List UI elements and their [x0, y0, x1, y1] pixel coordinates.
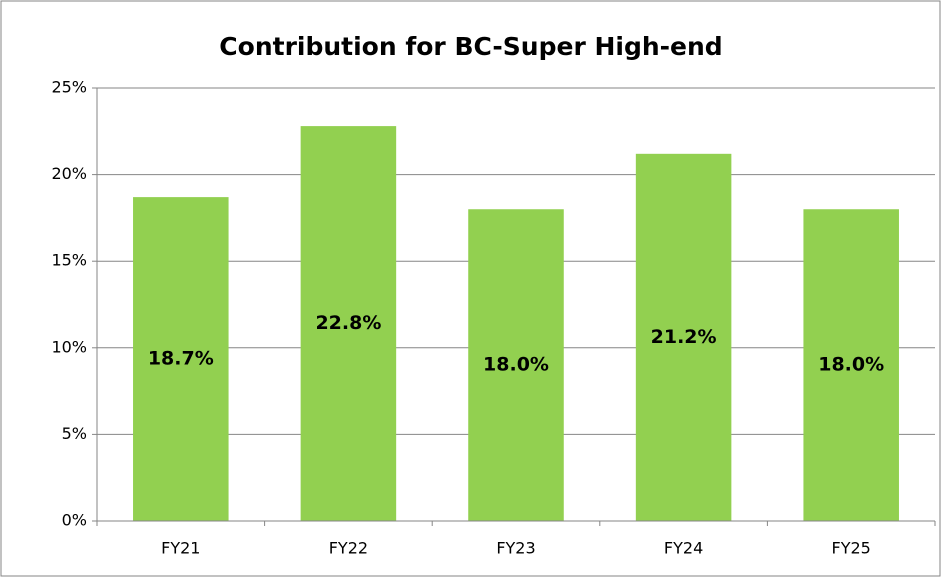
y-tick-label: 10%	[51, 337, 87, 356]
x-tick-label: FY22	[329, 539, 368, 558]
data-label: 18.0%	[818, 354, 884, 376]
bar	[803, 209, 899, 522]
data-label: 18.0%	[483, 354, 549, 376]
chart-title: Contribution for BC-Super High-end	[219, 32, 722, 61]
data-label: 22.8%	[315, 312, 381, 334]
y-tick-label: 0%	[62, 511, 87, 530]
x-tick-label: FY24	[664, 539, 703, 558]
data-label: 21.2%	[651, 326, 717, 348]
bar	[468, 209, 564, 522]
bar	[133, 197, 229, 521]
bar	[635, 153, 732, 522]
data-label: 18.7%	[148, 348, 214, 370]
y-tick-label: 25%	[51, 78, 87, 97]
x-tick-label: FY21	[161, 539, 200, 558]
x-tick-label: FY23	[496, 539, 535, 558]
y-tick-label: 20%	[51, 164, 87, 183]
x-tick-label: FY25	[832, 539, 871, 558]
y-tick-label: 15%	[51, 251, 87, 270]
bar	[300, 126, 397, 521]
y-tick-label: 5%	[62, 424, 87, 443]
